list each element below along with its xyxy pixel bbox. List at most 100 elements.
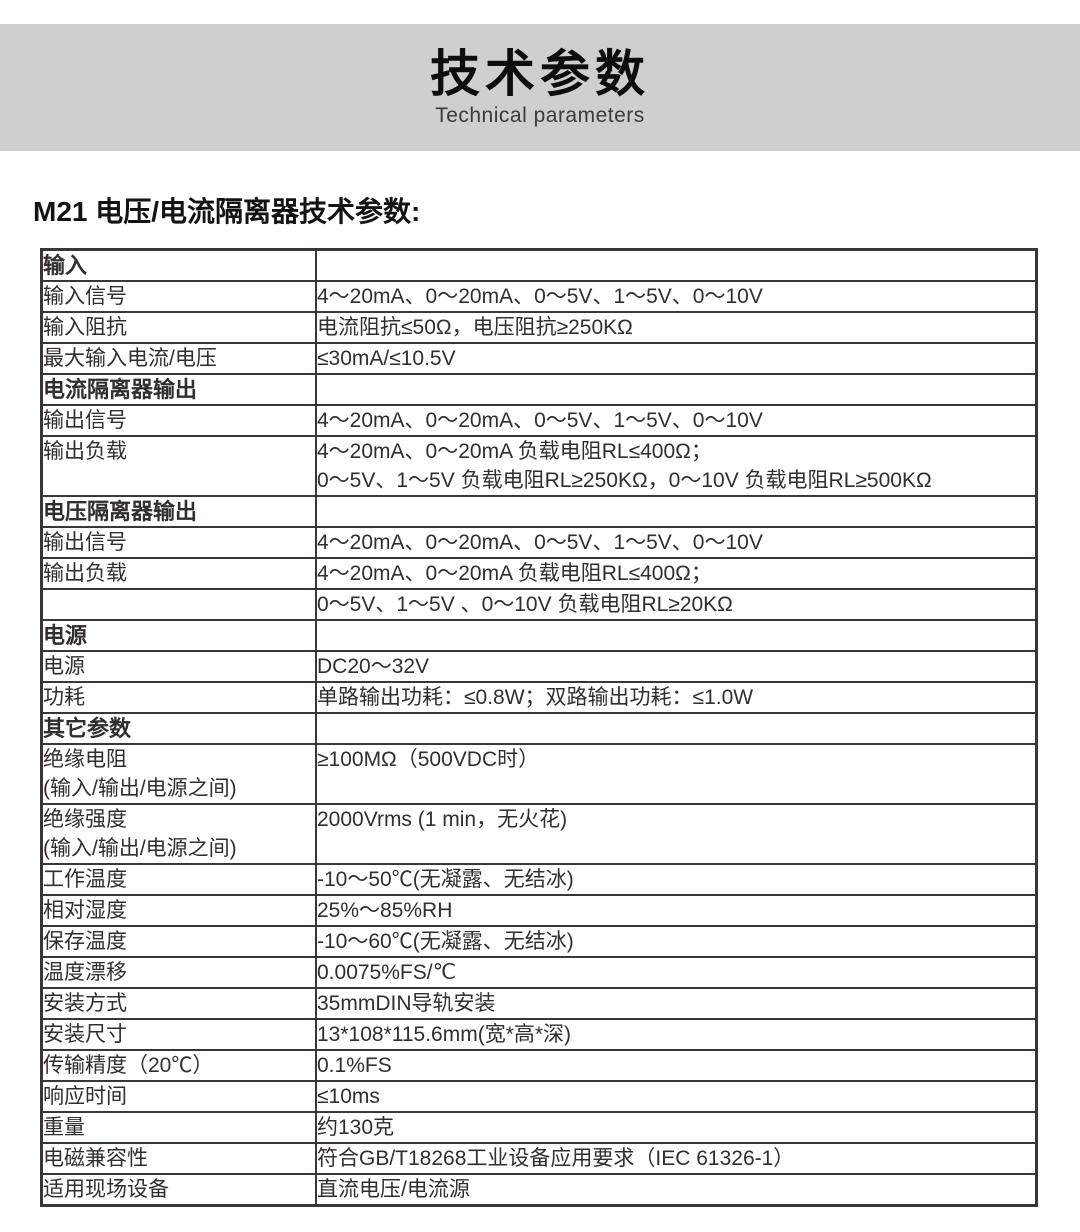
spec-label-cell: 功耗: [40, 681, 317, 714]
spec-label: 电流隔离器输出: [43, 377, 198, 402]
spec-value-cell: 4～20mA、0～20mA、0～5V、1～5V、0～10V: [315, 526, 1038, 559]
spec-value-cell: DC20～32V: [315, 650, 1038, 683]
spec-row: 电源 DC20～32V: [40, 650, 1038, 683]
spec-row: 重量 约130克: [40, 1111, 1038, 1144]
spec-value-line2: 0～5V、1～5V 负载电阻RL≥250KΩ，0～10V 负载电阻RL≥500K…: [317, 469, 932, 492]
spec-value-cell: [315, 495, 1038, 528]
spec-label-cell: 传输精度（20℃）: [40, 1049, 317, 1082]
spec-value: 4～20mA、0～20mA 负载电阻RL≤400Ω；: [317, 562, 712, 585]
spec-section-row: 电压隔离器输出: [40, 495, 1038, 528]
spec-section-row: 电流隔离器输出: [40, 373, 1038, 406]
spec-label: 输入阻抗: [43, 316, 127, 339]
spec-value-cell: ≤10ms: [315, 1080, 1038, 1113]
spec-value: 2000Vrms (1 min，无火花): [317, 808, 568, 831]
spec-value-cell: 13*108*115.6mm(宽*高*深): [315, 1018, 1038, 1051]
section-heading: M21 电压/电流隔离器技术参数:: [33, 196, 421, 227]
spec-label: 绝缘电阻: [43, 748, 127, 771]
spec-label-cell: 安装方式: [40, 987, 317, 1020]
spec-row: 功耗 单路输出功耗：≤0.8W；双路输出功耗：≤1.0W: [40, 681, 1038, 714]
spec-row: 安装方式 35mmDIN导轨安装: [40, 987, 1038, 1020]
spec-row: 安装尺寸 13*108*115.6mm(宽*高*深): [40, 1018, 1038, 1051]
spec-value-cell: 符合GB/T18268工业设备应用要求（IEC 61326-1）: [315, 1142, 1038, 1175]
spec-value: 35mmDIN导轨安装: [317, 992, 496, 1015]
spec-row: 输出负载 4～20mA、0～20mA 负载电阻RL≤400Ω； 0～5V、1～5V …: [40, 435, 1038, 497]
spec-label-cell: 电流隔离器输出: [40, 373, 317, 406]
spec-value: DC20～32V: [317, 655, 430, 678]
spec-label-cell: 温度漂移: [40, 956, 317, 989]
spec-value-cell: 4～20mA、0～20mA 负载电阻RL≤400Ω； 0～5V、1～5V 负载电阻…: [315, 435, 1038, 497]
spec-label: 工作温度: [43, 868, 127, 891]
spec-value: 0.1%FS: [317, 1054, 392, 1077]
spec-label-cell: 输出信号: [40, 526, 317, 559]
spec-row: 适用现场设备 直流电压/电流源: [40, 1173, 1038, 1207]
title-banner: 技术参数 Technical parameters: [0, 24, 1080, 151]
spec-row: 输出信号 4～20mA、0～20mA、0～5V、1～5V、0～10V: [40, 404, 1038, 437]
spec-value: 13*108*115.6mm(宽*高*深): [317, 1023, 572, 1046]
spec-label-cell: 绝缘电阻 (输入/输出/电源之间): [40, 743, 317, 805]
spec-value: ≤30mA/≤10.5V: [317, 347, 456, 370]
spec-label-cell: 输入信号: [40, 280, 317, 313]
spec-label-cell: 安装尺寸: [40, 1018, 317, 1051]
spec-label-cell: 保存温度: [40, 925, 317, 958]
spec-value: 4～20mA、0～20mA、0～5V、1～5V、0～10V: [317, 531, 763, 554]
spec-value: 25%～85%RH: [317, 899, 453, 922]
spec-value: 电流阻抗≤50Ω，电压阻抗≥250KΩ: [317, 316, 633, 339]
spec-value: [317, 714, 1035, 743]
spec-table: 输入 输入信号 4～20mA、0～20mA、0～5V、1～5V、0～10V 输入阻抗电…: [40, 248, 1038, 1207]
spec-label: 其它参数: [43, 716, 132, 741]
spec-label: 输入信号: [43, 285, 127, 308]
spec-row: 绝缘强度 (输入/输出/电源之间) 2000Vrms (1 min，无火花): [40, 803, 1038, 865]
spec-value-cell: ≤30mA/≤10.5V: [315, 342, 1038, 375]
spec-label-cell: 适用现场设备: [40, 1173, 317, 1207]
spec-label: 传输精度（20℃）: [43, 1054, 214, 1077]
spec-value-cell: [315, 619, 1038, 652]
spec-row: 输出负载 4～20mA、0～20mA 负载电阻RL≤400Ω；: [40, 557, 1038, 590]
spec-value: [317, 375, 1035, 404]
spec-label: 相对湿度: [43, 899, 127, 922]
spec-label-cell: 相对湿度: [40, 894, 317, 927]
spec-label: 电压隔离器输出: [43, 499, 198, 524]
spec-section-row: 输入: [40, 248, 1038, 282]
spec-value-cell: 约130克: [315, 1111, 1038, 1144]
spec-value-cell: 2000Vrms (1 min，无火花): [315, 803, 1038, 865]
spec-row: 输出信号 4～20mA、0～20mA、0～5V、1～5V、0～10V: [40, 526, 1038, 559]
spec-value: 0～5V、1～5V 、0～10V 负载电阻RL≥20KΩ: [317, 593, 733, 616]
spec-label-cell: 电压隔离器输出: [40, 495, 317, 528]
spec-value: 4～20mA、0～20mA、0～5V、1～5V、0～10V: [317, 285, 763, 308]
spec-label: 保存温度: [43, 930, 127, 953]
spec-label: 功耗: [43, 686, 85, 709]
spec-label-cell: 输出信号: [40, 404, 317, 437]
spec-label: 最大输入电流/电压: [43, 347, 217, 370]
spec-value: 符合GB/T18268工业设备应用要求（IEC 61326-1）: [317, 1147, 795, 1170]
spec-label: 响应时间: [43, 1085, 127, 1108]
spec-label: 输出负载: [43, 440, 127, 463]
spec-label-cell: 电源: [40, 619, 317, 652]
spec-row: 最大输入电流/电压 ≤30mA/≤10.5V: [40, 342, 1038, 375]
spec-label-line2: (输入/输出/电源之间): [43, 777, 237, 800]
spec-label-cell: 工作温度: [40, 863, 317, 896]
spec-row: 传输精度（20℃） 0.1%FS: [40, 1049, 1038, 1082]
spec-label: 安装方式: [43, 992, 127, 1015]
spec-table-body: 输入 输入信号 4～20mA、0～20mA、0～5V、1～5V、0～10V 输入阻抗电…: [40, 248, 1038, 1207]
spec-label: 电源: [43, 655, 85, 678]
spec-label: 电源: [43, 623, 88, 648]
spec-value: 约130克: [317, 1116, 395, 1139]
spec-value-cell: 单路输出功耗：≤0.8W；双路输出功耗：≤1.0W: [315, 681, 1038, 714]
spec-row: 保存温度 -10～60℃(无凝露、无结冰): [40, 925, 1038, 958]
spec-label: 输出负载: [43, 562, 127, 585]
spec-row: 绝缘电阻 (输入/输出/电源之间) ≥100MΩ（500VDC时）: [40, 743, 1038, 805]
spec-value-cell: [315, 248, 1038, 282]
spec-label-cell: 输出负载: [40, 435, 317, 497]
spec-value: 4～20mA、0～20mA、0～5V、1～5V、0～10V: [317, 409, 763, 432]
spec-value-cell: [315, 373, 1038, 406]
spec-row: 输入信号 4～20mA、0～20mA、0～5V、1～5V、0～10V: [40, 280, 1038, 313]
spec-label-cell: 其它参数: [40, 712, 317, 745]
spec-label: 重量: [43, 1116, 85, 1139]
spec-label-cell: 最大输入电流/电压: [40, 342, 317, 375]
page-title: 技术参数: [430, 46, 650, 102]
spec-section-row: 其它参数: [40, 712, 1038, 745]
spec-value: [317, 497, 1035, 526]
spec-value-cell: -10～60℃(无凝露、无结冰): [315, 925, 1038, 958]
spec-value-cell: 35mmDIN导轨安装: [315, 987, 1038, 1020]
